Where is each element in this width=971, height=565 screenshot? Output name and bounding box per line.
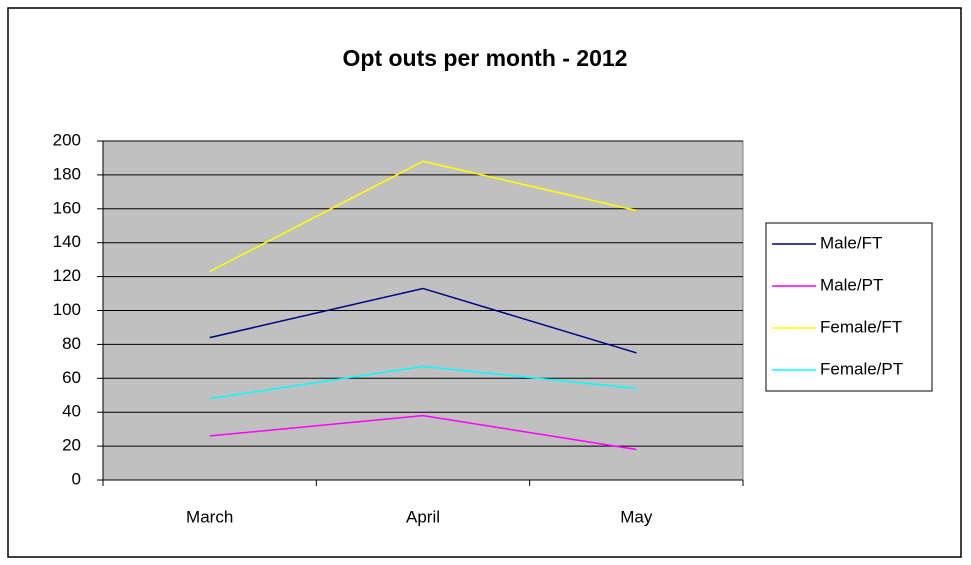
y-tick-label: 140 bbox=[53, 232, 81, 251]
y-tick-label: 0 bbox=[72, 469, 81, 488]
y-tick-label: 180 bbox=[53, 164, 81, 183]
y-tick-label: 200 bbox=[53, 130, 81, 149]
x-tick-label: April bbox=[406, 507, 440, 526]
legend-label: Male/PT bbox=[820, 275, 883, 294]
legend-box bbox=[765, 222, 933, 392]
y-tick-label: 60 bbox=[62, 368, 81, 387]
series-line bbox=[209, 414, 637, 451]
series-line bbox=[209, 160, 637, 273]
y-tick-label: 20 bbox=[62, 436, 81, 455]
legend-label: Female/FT bbox=[820, 317, 902, 336]
y-tick-label: 40 bbox=[62, 402, 81, 421]
y-tick-label: 80 bbox=[62, 334, 81, 353]
x-tick-label: May bbox=[620, 507, 653, 526]
series-line bbox=[209, 365, 637, 400]
y-tick-label: 100 bbox=[53, 300, 81, 319]
legend-label: Female/PT bbox=[820, 359, 903, 378]
chart-title: Opt outs per month - 2012 bbox=[343, 45, 628, 71]
y-tick-label: 120 bbox=[53, 266, 81, 285]
legend-label: Male/FT bbox=[820, 233, 882, 252]
y-tick-label: 160 bbox=[53, 198, 81, 217]
x-tick-label: March bbox=[186, 507, 233, 526]
series-line bbox=[209, 287, 637, 354]
